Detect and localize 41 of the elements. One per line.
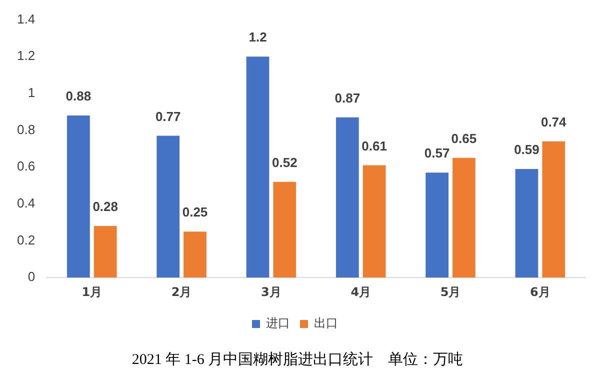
legend-label: 出口	[314, 316, 338, 330]
y-tick-label: 1	[28, 85, 36, 100]
bar	[426, 172, 448, 278]
data-label: 0.65	[451, 130, 477, 146]
x-tick-label: 1月	[82, 284, 102, 299]
bar	[184, 232, 206, 278]
data-label: 0.87	[334, 90, 360, 106]
x-tick-label: 5月	[440, 284, 461, 299]
bar	[246, 56, 270, 278]
legend-label: 进口	[266, 316, 290, 330]
data-label: 0.77	[155, 108, 181, 124]
bar	[515, 168, 538, 278]
y-tick-label: 0	[28, 269, 36, 284]
data-label: 0.25	[182, 204, 208, 220]
bar	[452, 158, 476, 278]
y-tick-label: 0.4	[16, 196, 36, 211]
y-tick-label: 0.2	[16, 232, 36, 248]
x-tick-label: 6月	[530, 284, 550, 299]
x-tick-label: 2月	[171, 284, 192, 299]
data-label: 0.61	[362, 138, 387, 154]
y-tick-label: 1.4	[16, 11, 36, 26]
bar	[156, 136, 180, 278]
y-tick-label: 0.8	[16, 122, 36, 137]
x-tick-label: 4月	[350, 284, 372, 299]
y-tick-label: 0.6	[16, 158, 36, 174]
y-tick-label: 1.2	[16, 48, 36, 64]
bar	[542, 141, 566, 278]
x-tick-label: 3月	[261, 284, 282, 299]
data-label: 0.28	[92, 199, 118, 214]
bar	[94, 226, 117, 278]
data-label: 0.59	[514, 142, 540, 158]
bar	[336, 117, 359, 278]
data-label: 0.57	[424, 146, 450, 161]
data-label: 0.52	[272, 154, 298, 170]
text: 2021 年 1-6 月中国糊树脂进出口统计 单位：万吨	[130, 350, 464, 369]
bar	[273, 182, 296, 278]
bar	[362, 165, 386, 278]
data-label: 1.2	[248, 30, 267, 45]
data-label: 0.74	[540, 114, 568, 130]
bar	[67, 116, 90, 278]
data-label: 0.88	[66, 88, 92, 104]
